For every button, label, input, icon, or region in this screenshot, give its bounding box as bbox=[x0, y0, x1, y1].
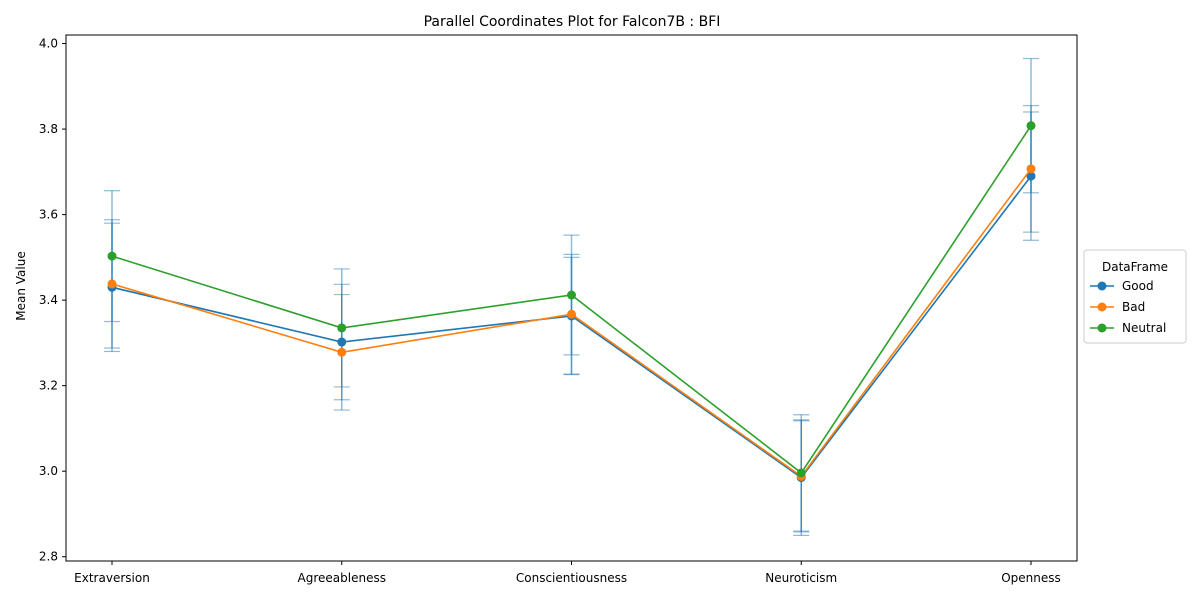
y-tick-label: 4.0 bbox=[39, 37, 58, 51]
x-tick-label: Conscientiousness bbox=[516, 571, 627, 585]
data-point-bad bbox=[107, 279, 117, 289]
data-point-good bbox=[337, 337, 347, 347]
legend-label-bad: Bad bbox=[1122, 300, 1145, 314]
data-point-bad bbox=[567, 309, 576, 319]
x-tick-label: Openness bbox=[1001, 571, 1061, 585]
y-tick-label: 3.4 bbox=[39, 293, 58, 307]
x-tick-label: Extraversion bbox=[74, 571, 150, 585]
legend-marker-good bbox=[1097, 281, 1107, 291]
data-point-good bbox=[1026, 171, 1036, 181]
legend-box bbox=[1083, 249, 1187, 344]
legend-label-neutral: Neutral bbox=[1122, 321, 1166, 335]
data-point-bad bbox=[337, 347, 347, 357]
legend-title: DataFrame bbox=[1102, 260, 1168, 274]
y-tick-label: 2.8 bbox=[39, 550, 58, 564]
y-axis-label: Mean Value bbox=[14, 251, 28, 320]
x-tick-label: Agreeableness bbox=[298, 571, 386, 585]
data-point-neutral bbox=[107, 251, 117, 261]
data-point-neutral bbox=[337, 323, 347, 333]
y-tick-label: 3.2 bbox=[39, 379, 58, 393]
chart-title: Parallel Coordinates Plot for Falcon7B :… bbox=[424, 14, 721, 30]
y-tick-label: 3.8 bbox=[39, 122, 58, 136]
legend: DataFrame Good Bad Neutral bbox=[1083, 249, 1187, 344]
y-tick-label: 3.0 bbox=[39, 464, 58, 478]
legend-marker-bad bbox=[1097, 302, 1107, 312]
y-tick-label: 3.6 bbox=[39, 208, 58, 222]
data-point-neutral bbox=[567, 290, 576, 300]
data-point-neutral bbox=[1026, 121, 1036, 131]
data-point-neutral bbox=[796, 468, 806, 478]
x-tick-label: Neuroticism bbox=[765, 571, 837, 585]
data-point-bad bbox=[1026, 164, 1036, 174]
plot-area: 2.8 3.0 3.2 3.4 3.6 3.8 4.0 Extraversion Agreeab… bbox=[39, 34, 1078, 585]
legend-marker-neutral bbox=[1097, 323, 1107, 333]
legend-label-good: Good bbox=[1122, 279, 1154, 293]
